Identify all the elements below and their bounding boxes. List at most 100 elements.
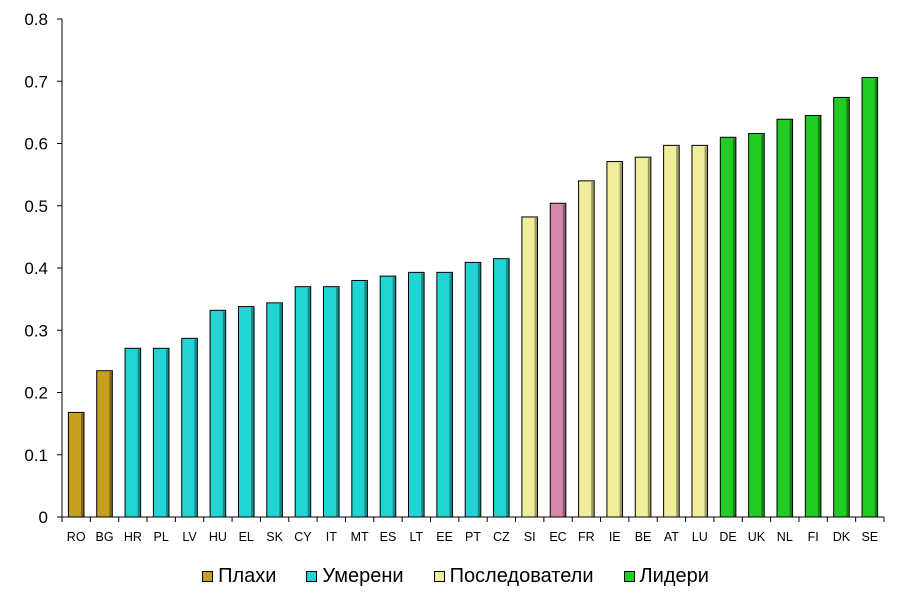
bar-de [719, 136, 737, 518]
bar-shade [506, 259, 509, 517]
bar-shade [846, 98, 849, 517]
bar-shade [194, 339, 197, 517]
x-tick-label: SK [266, 530, 283, 544]
bar-ee [436, 271, 453, 518]
bar-shade [109, 371, 112, 517]
bar-shade [80, 413, 84, 517]
bar-shade [534, 217, 537, 517]
legend-item: Последователи [433, 565, 594, 588]
x-tick-label: FI [808, 530, 819, 544]
bar-ro [67, 411, 85, 518]
x-tick-label: AT [664, 530, 679, 544]
bar-uk [748, 133, 765, 518]
bar-shade [279, 303, 282, 517]
legend: Плахи Умерени Последователи Лидери [0, 565, 911, 588]
x-tick-label: BG [95, 530, 113, 544]
y-tick-label: 0.6 [24, 135, 48, 154]
bar-sk [266, 302, 283, 518]
x-tick-label: RO [67, 530, 86, 544]
x-tick-label: PL [154, 530, 169, 544]
bar-ie [606, 161, 624, 518]
bar-shade [307, 287, 311, 517]
bar-pl [152, 347, 170, 518]
bar-shade [647, 158, 651, 517]
bar-shade [619, 162, 623, 518]
bar-shade [449, 273, 452, 517]
bar-shade [392, 277, 396, 517]
legend-label: Последователи [449, 565, 594, 587]
bar-shade [817, 116, 821, 518]
legend-label: Плахи [218, 565, 277, 587]
legend-label: Умерени [322, 565, 404, 587]
x-tick-label: SI [524, 530, 536, 544]
y-axis: 0 0.1 0.2 0.3 0.4 0.5 0.6 0.7 0.8 [24, 10, 63, 527]
legend-item: Умерени [306, 565, 404, 588]
bar-at [663, 144, 680, 518]
bar-it [322, 286, 340, 518]
x-tick-label: CY [294, 530, 312, 544]
bar-shade [137, 349, 141, 517]
x-tick-label: ES [380, 530, 397, 544]
bar-shade [421, 273, 424, 517]
legend-label: Лидери [639, 565, 709, 587]
bar-shade [874, 78, 878, 517]
y-tick-label: 0.1 [24, 446, 48, 465]
bar-nl [776, 118, 794, 518]
x-tick-label: UK [748, 530, 766, 544]
x-tick-label: CZ [493, 530, 510, 544]
legend-swatch [306, 571, 318, 582]
bar-shade [251, 307, 254, 517]
x-tick-label: DE [719, 530, 736, 544]
bar-mt [351, 279, 368, 518]
bar-lt [408, 271, 425, 518]
bar-es [379, 275, 397, 518]
bar-shade [336, 287, 339, 517]
x-tick-label: MT [351, 530, 369, 544]
bar-shade [704, 146, 708, 517]
bar-shade [222, 311, 226, 517]
legend-swatch [433, 571, 445, 582]
bar-shade [562, 204, 566, 517]
bar-pt [464, 261, 482, 518]
bar-shade [166, 349, 169, 517]
bar-cy [294, 286, 312, 518]
y-tick-label: 0.5 [24, 197, 48, 216]
bar-hr [124, 347, 142, 518]
x-tick-label: EE [436, 530, 453, 544]
bar-shade [676, 146, 679, 517]
x-tick-label: IE [609, 530, 621, 544]
x-tick-label: EC [549, 530, 566, 544]
bar-hu [209, 309, 227, 518]
bar-shade [732, 138, 736, 517]
bar-si [521, 216, 538, 518]
x-tick-label: BE [635, 530, 652, 544]
bar-be [634, 156, 652, 518]
bar-shade [364, 281, 367, 517]
bar-fr [578, 180, 595, 518]
legend-swatch [202, 571, 214, 582]
x-tick-label: FR [578, 530, 595, 544]
bar-shade [591, 181, 594, 517]
bar-cz [493, 258, 510, 518]
x-tick-label: HR [124, 530, 142, 544]
bar-lu [691, 144, 709, 518]
y-tick-label: 0 [39, 508, 48, 527]
bar-ec [549, 202, 567, 518]
legend-swatch [623, 571, 635, 582]
x-tick-label: PT [465, 530, 481, 544]
bar-dk [833, 96, 850, 518]
bar-bg [96, 370, 113, 518]
x-tick-label: IT [326, 530, 337, 544]
y-tick-label: 0.4 [24, 259, 48, 278]
x-tick-label: NL [777, 530, 793, 544]
x-tick-label: LV [182, 530, 197, 544]
bar-shade [477, 263, 481, 517]
y-tick-label: 0.8 [24, 10, 48, 29]
bar-shade [761, 134, 764, 518]
bar-el [237, 306, 255, 518]
y-tick-label: 0.3 [24, 321, 48, 340]
legend-item: Лидери [623, 565, 709, 588]
bar-lv [181, 337, 198, 518]
x-tick-label: EL [239, 530, 254, 544]
